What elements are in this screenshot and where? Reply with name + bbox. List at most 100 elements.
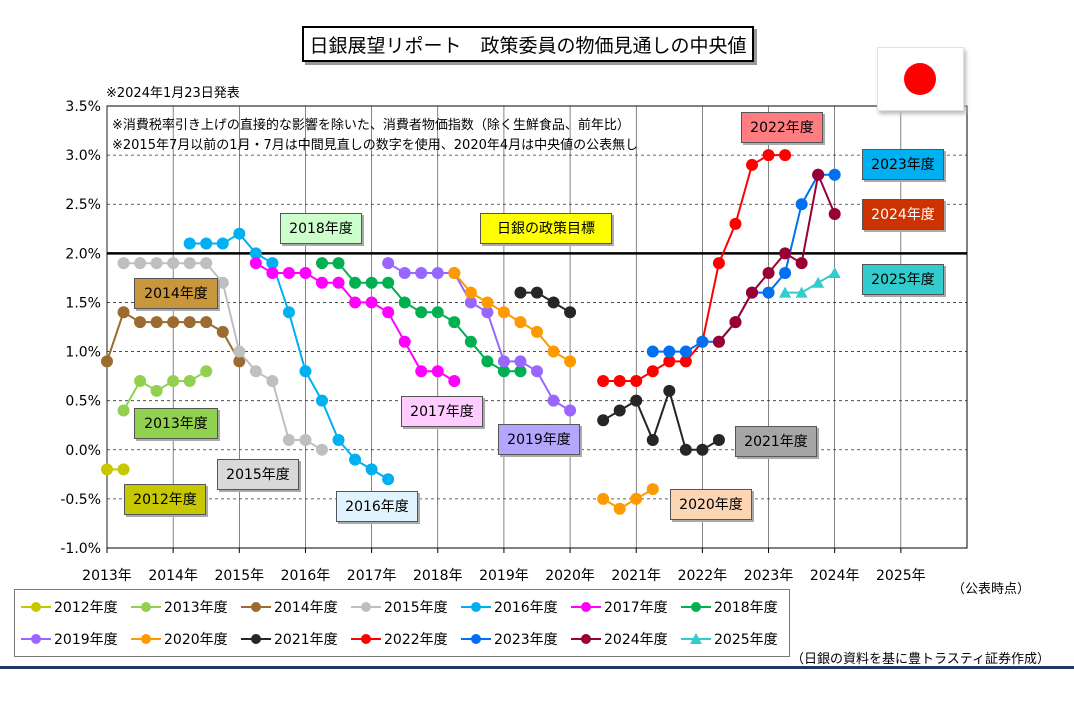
legend-label: 2024年度 (604, 632, 668, 648)
series-line-2021年度 (602, 387, 720, 451)
data-point (828, 168, 841, 181)
data-point (564, 306, 577, 319)
data-point (663, 355, 676, 368)
y-tick-label: 1.0% (65, 345, 101, 361)
legend-label: 2019年度 (54, 632, 118, 648)
data-point (117, 463, 130, 476)
data-point (712, 257, 725, 270)
label-2014: 2014年度 (134, 278, 218, 309)
data-point (795, 198, 808, 211)
legend-marker (131, 602, 161, 612)
data-point (547, 345, 560, 358)
legend-marker (571, 602, 601, 612)
data-point (316, 276, 328, 289)
legend-marker (241, 602, 271, 612)
chart-title: 日銀展望リポート 政策委員の物価見通しの中央値 (302, 26, 754, 62)
data-point (547, 296, 560, 309)
data-point (448, 266, 461, 279)
data-point (365, 463, 378, 476)
data-point (828, 266, 841, 278)
data-point (663, 345, 676, 358)
y-tick-label: -0.5% (60, 492, 101, 508)
data-point (431, 266, 444, 279)
data-point (679, 355, 692, 368)
data-point (249, 247, 262, 260)
data-point (117, 404, 130, 417)
label-2012: 2012年度 (124, 484, 206, 515)
series-line-2025年度 (785, 272, 836, 294)
x-tick-label: 2020年 (545, 568, 595, 584)
data-point (712, 433, 725, 446)
data-point (233, 227, 246, 240)
data-point (117, 257, 130, 270)
data-point (696, 335, 709, 348)
legend-item: 2018年度 (681, 597, 778, 617)
legend-label: 2023年度 (494, 632, 558, 648)
label-2013: 2013年度 (134, 408, 218, 439)
data-point (481, 355, 494, 368)
data-point (282, 266, 295, 279)
data-point (382, 257, 395, 270)
legend-item: 2019年度 (21, 629, 118, 649)
data-point (464, 335, 477, 348)
source-credit: （日銀の資料を基に豊トラスティ証券作成） (791, 652, 1050, 667)
label-2024: 2024年度 (862, 199, 944, 230)
data-point (101, 355, 113, 368)
legend-item: 2012年度 (21, 597, 118, 617)
x-tick-label: 2019年 (479, 568, 529, 584)
label-2017: 2017年度 (401, 396, 483, 427)
data-point (564, 404, 577, 417)
data-point (183, 375, 196, 388)
data-point (200, 316, 213, 329)
data-point (398, 335, 411, 348)
data-point (349, 276, 362, 289)
data-point (183, 257, 196, 270)
data-point (795, 286, 808, 298)
data-point (514, 365, 527, 378)
legend-marker (351, 634, 381, 644)
x-tick-label: 2024年 (810, 568, 860, 584)
data-point (316, 257, 328, 270)
label-2021: 2021年度 (735, 426, 817, 457)
x-tick-label: 2021年 (611, 568, 661, 584)
data-point (762, 266, 775, 279)
legend-item: 2015年度 (351, 597, 448, 617)
data-point (282, 433, 295, 446)
legend-label: 2022年度 (384, 632, 448, 648)
data-point (779, 266, 792, 279)
data-point (613, 375, 626, 388)
data-point (564, 355, 577, 368)
legend-item: 2014年度 (241, 597, 338, 617)
data-point (696, 443, 709, 456)
data-point (762, 286, 775, 299)
legend-marker (461, 634, 491, 644)
data-point (828, 208, 841, 221)
label-2016: 2016年度 (336, 491, 418, 522)
data-point (497, 306, 510, 319)
data-point (266, 375, 279, 388)
legend-item: 2020年度 (131, 629, 228, 649)
y-tick-label: 2.5% (65, 197, 101, 213)
data-point (431, 365, 444, 378)
legend-marker (571, 634, 601, 644)
legend-marker (241, 634, 271, 644)
x-tick-label: 2023年 (744, 568, 794, 584)
data-point (812, 168, 825, 181)
data-point (729, 316, 742, 329)
data-point (597, 492, 610, 505)
data-point (531, 286, 543, 299)
data-point (249, 365, 262, 378)
legend-item: 2025年度 (681, 629, 778, 649)
data-point (332, 433, 345, 446)
data-point (134, 257, 147, 270)
policy-target-label: 日銀の政策目標 (480, 213, 612, 244)
data-point (365, 296, 378, 309)
legend-label: 2016年度 (494, 600, 558, 616)
legend-item: 2024年度 (571, 629, 668, 649)
x-tick-label: 2017年 (347, 568, 397, 584)
y-tick-label: 0.0% (65, 443, 101, 459)
legend-item: 2022年度 (351, 629, 448, 649)
data-point (167, 316, 180, 329)
data-point (448, 375, 461, 388)
legend-label: 2012年度 (54, 600, 118, 616)
